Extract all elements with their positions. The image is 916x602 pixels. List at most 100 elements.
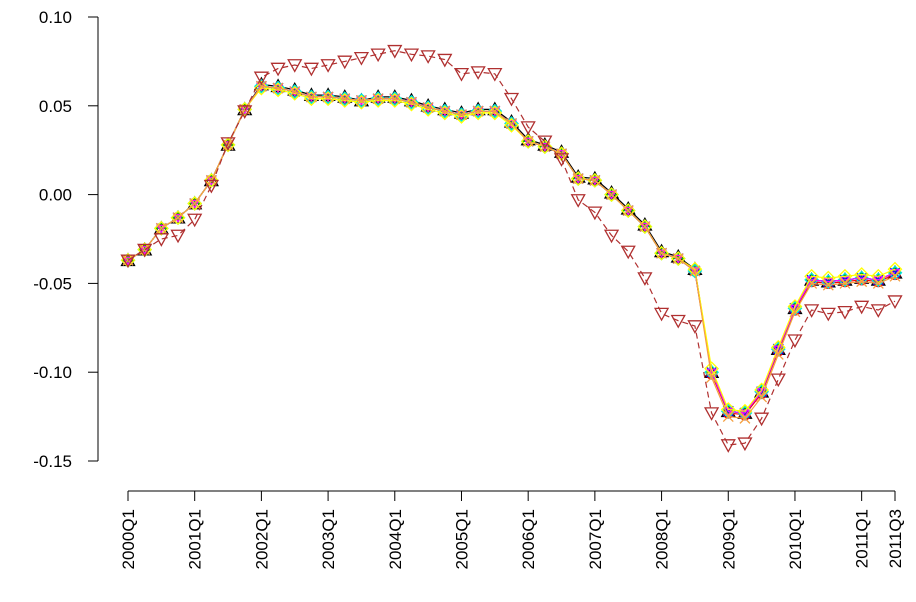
data-point	[506, 118, 517, 130]
data-point	[487, 103, 503, 119]
data-point	[356, 96, 367, 106]
data-point	[420, 100, 436, 115]
data-point	[720, 403, 736, 419]
data-point	[787, 334, 803, 349]
data-point	[739, 409, 750, 419]
data-point	[322, 91, 334, 103]
x-tick-label: 2007Q1	[586, 509, 605, 570]
data-point	[806, 277, 818, 289]
data-point	[470, 66, 486, 80]
data-point	[337, 91, 353, 107]
x-tick-label: 2008Q1	[653, 509, 672, 570]
x-tick-label: 2006Q1	[519, 509, 538, 570]
y-tick-label: -0.15	[33, 452, 72, 471]
x-tick-label: 2011Q1	[853, 509, 872, 568]
data-point	[570, 194, 586, 208]
data-point	[203, 172, 219, 188]
data-point	[620, 203, 636, 219]
data-point	[270, 80, 286, 96]
data-point	[287, 84, 303, 100]
series-line	[127, 85, 896, 414]
data-point	[822, 279, 834, 291]
y-axis: -0.15 -0.10 -0.05 0.00 0.05 0.10	[33, 8, 99, 471]
data-point	[403, 48, 420, 63]
data-point	[587, 206, 603, 221]
data-point	[139, 246, 150, 255]
data-point	[320, 59, 336, 73]
data-point	[170, 229, 186, 244]
data-point	[420, 50, 436, 64]
data-point	[754, 412, 770, 427]
data-point	[623, 206, 634, 216]
x-tick-label: 2000Q1	[119, 509, 138, 570]
data-point	[689, 267, 700, 277]
data-point	[570, 171, 586, 187]
data-point	[253, 78, 269, 94]
data-point	[305, 91, 317, 103]
data-point	[604, 187, 619, 203]
x-tick-label: 2010Q1	[786, 509, 805, 570]
x-tick-label: 2005Q1	[452, 509, 471, 570]
data-point	[337, 55, 353, 70]
data-point	[420, 101, 436, 117]
data-point	[454, 107, 469, 123]
data-point	[405, 96, 417, 108]
data-point	[203, 179, 219, 194]
series-9	[120, 44, 903, 453]
data-point	[189, 198, 201, 209]
data-point	[270, 62, 286, 77]
data-point	[887, 295, 903, 309]
data-point	[656, 247, 668, 259]
data-point	[637, 272, 653, 286]
data-point	[770, 373, 786, 388]
data-point	[589, 174, 601, 186]
x-tick-label: 2002Q1	[252, 509, 271, 570]
data-point	[470, 103, 486, 119]
data-point	[139, 244, 151, 256]
data-point	[354, 93, 369, 108]
data-point	[489, 105, 501, 117]
data-point	[370, 48, 386, 63]
data-point	[187, 213, 203, 228]
data-point	[553, 153, 570, 167]
data-point	[372, 93, 384, 105]
data-point	[589, 176, 600, 186]
y-tick-label: -0.10	[33, 363, 72, 382]
data-point	[820, 307, 836, 322]
data-point	[606, 189, 618, 201]
data-point	[687, 320, 703, 334]
data-point	[639, 221, 651, 233]
data-point	[320, 89, 336, 105]
data-point	[487, 67, 503, 82]
data-point	[253, 71, 269, 86]
data-point	[772, 348, 784, 360]
data-point	[137, 243, 153, 258]
data-point	[456, 111, 467, 120]
data-point	[153, 233, 169, 247]
data-point	[503, 92, 520, 107]
data-point	[870, 304, 886, 318]
series-line	[127, 85, 896, 414]
x-tick-label: 2003Q1	[319, 509, 338, 570]
data-point	[404, 94, 419, 110]
data-point	[839, 277, 851, 289]
data-point	[439, 105, 451, 117]
data-point	[122, 254, 134, 266]
data-point	[872, 277, 884, 289]
data-point	[453, 67, 470, 82]
data-point	[654, 245, 669, 261]
data-point	[170, 210, 186, 226]
data-point	[837, 305, 853, 320]
series-line	[127, 85, 896, 420]
data-point	[706, 372, 718, 383]
data-point	[355, 95, 367, 106]
series-line	[127, 85, 896, 414]
series-line	[127, 85, 896, 416]
data-point	[303, 62, 320, 77]
series-layer	[120, 44, 903, 453]
data-point	[253, 80, 269, 96]
data-point	[587, 172, 603, 188]
data-point	[156, 224, 167, 234]
data-point	[672, 253, 684, 264]
data-point	[222, 139, 234, 151]
